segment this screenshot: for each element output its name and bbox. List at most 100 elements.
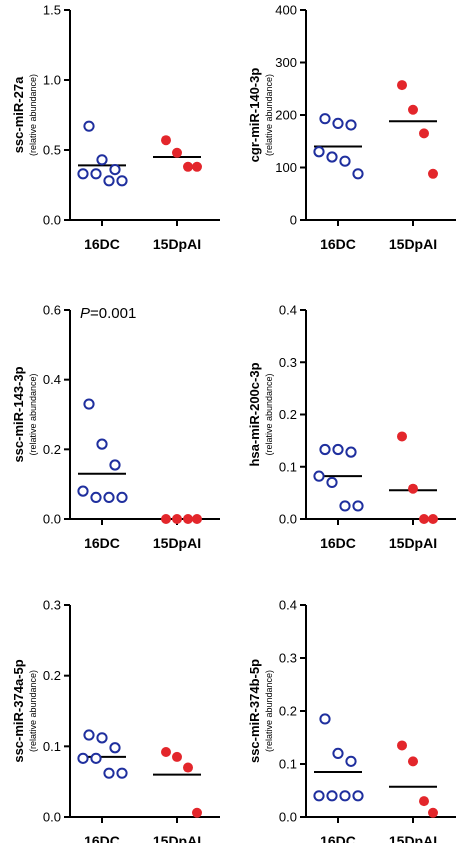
data-point-16DC (90, 491, 102, 504)
y-axis-subtitle: (relative abundance) (264, 74, 274, 156)
data-point-15DpAI (428, 168, 438, 179)
data-point-16DC (103, 175, 115, 187)
data-point-15DpAI (428, 807, 438, 818)
y-axis-subtitle: (relative abundance) (28, 373, 38, 455)
data-point-16DC (116, 491, 128, 504)
y-axis-subtitle: (relative abundance) (28, 670, 38, 752)
y-tick-label: 0.2 (279, 704, 297, 719)
data-point-15DpAI (397, 80, 407, 91)
data-point-16DC (332, 747, 344, 760)
data-point-15DpAI (161, 746, 171, 757)
chart-panel-6: 0.0 0.1 0.2 0.3 0.4 16DC 15DpAI ssc-miR-374b-5p… (247, 598, 456, 843)
data-point-15DpAI (408, 483, 418, 494)
y-tick-label: 400 (275, 3, 297, 18)
data-point-15DpAI (397, 740, 407, 751)
y-tick-label: 0.3 (43, 598, 61, 613)
p-value: =0.001 (90, 305, 136, 322)
y-tick-label: 0 (290, 213, 297, 228)
data-point-16DC (96, 732, 108, 744)
y-axis-title: ssc-miR-374b-5p (247, 659, 262, 763)
data-point-15DpAI (419, 514, 429, 524)
data-point-16DC (103, 767, 115, 779)
y-axis-title: ssc-miR-374a-5p (11, 659, 26, 762)
x-category-label: 16DC (320, 833, 356, 843)
data-point-15DpAI (161, 514, 171, 524)
data-point-15DpAI (183, 762, 193, 773)
data-point-15DpAI (172, 751, 182, 762)
data-point-16DC (326, 790, 338, 802)
y-axis-title: hsa-miR-200c-3p (247, 362, 262, 466)
data-point-16DC (90, 752, 102, 764)
x-category-label: 15DpAI (153, 535, 201, 551)
data-point-16DC (345, 119, 357, 131)
x-category-label: 15DpAI (389, 833, 437, 843)
y-tick-label: 0.5 (43, 143, 61, 158)
data-point-16DC (345, 446, 357, 458)
chart-panel-4: 0.0 0.1 0.2 0.3 0.4 16DC 15DpAI hsa-miR-200c-3p… (247, 303, 456, 551)
data-point-16DC (109, 459, 121, 471)
data-point-16DC (96, 154, 108, 166)
y-tick-label: 300 (275, 55, 297, 70)
data-point-16DC (109, 742, 121, 754)
data-point-15DpAI (183, 514, 193, 524)
y-tick-label: 0.0 (43, 810, 61, 825)
y-tick-label: 100 (275, 160, 297, 175)
data-point-16DC (339, 790, 351, 802)
y-tick-label: 0.2 (43, 442, 61, 457)
p-value-annotation: P=0.001 (80, 305, 136, 322)
y-tick-label: 0.4 (279, 303, 297, 318)
y-tick-label: 0.2 (279, 407, 297, 422)
data-point-16DC (77, 485, 89, 497)
data-point-16DC (116, 175, 128, 187)
y-axis-subtitle: (relative abundance) (28, 74, 38, 156)
data-point-15DpAI (183, 161, 193, 172)
data-point-16DC (313, 146, 325, 158)
x-category-label: 16DC (84, 833, 120, 843)
data-point-16DC (352, 500, 364, 512)
y-tick-label: 0.1 (279, 459, 297, 474)
y-tick-label: 1.5 (43, 3, 61, 18)
data-point-15DpAI (172, 514, 182, 524)
data-point-15DpAI (408, 104, 418, 115)
data-point-16DC (116, 767, 128, 779)
p-symbol: P (80, 305, 90, 322)
data-point-16DC (83, 398, 95, 410)
data-point-15DpAI (161, 135, 171, 146)
data-point-16DC (332, 117, 344, 130)
y-tick-label: 0.0 (43, 213, 61, 228)
data-point-16DC (319, 443, 331, 456)
y-tick-label: 0.0 (279, 512, 297, 527)
y-axis-subtitle: (relative abundance) (264, 373, 274, 455)
data-point-15DpAI (172, 147, 182, 158)
y-tick-label: 0.6 (43, 303, 61, 318)
chart-panel-1: 0.0 0.5 1.0 1.5 16DC 15DpAI ssc-miR-27a (relati… (11, 3, 220, 252)
x-category-label: 15DpAI (153, 833, 201, 843)
data-point-16DC (96, 438, 108, 450)
data-point-16DC (313, 790, 325, 802)
y-tick-label: 0.0 (279, 810, 297, 825)
y-tick-label: 0.0 (43, 512, 61, 527)
data-point-15DpAI (192, 514, 202, 524)
chart-panel-5: 0.0 0.1 0.2 0.3 16DC 15DpAI ssc-miR-374a-5p (re… (11, 598, 220, 843)
data-point-16DC (326, 151, 338, 163)
data-point-16DC (109, 164, 121, 176)
data-point-15DpAI (192, 161, 202, 172)
y-tick-label: 0.4 (279, 598, 297, 613)
y-tick-label: 0.1 (279, 757, 297, 772)
data-point-16DC (332, 443, 344, 456)
x-category-label: 15DpAI (389, 535, 437, 551)
data-point-16DC (326, 476, 338, 489)
data-point-15DpAI (192, 807, 202, 818)
data-point-16DC (339, 500, 351, 512)
data-point-15DpAI (428, 514, 438, 524)
data-point-16DC (83, 729, 95, 741)
y-tick-label: 0.2 (43, 668, 61, 683)
y-tick-label: 0.3 (279, 355, 297, 370)
x-category-label: 16DC (320, 236, 356, 252)
data-point-16DC (352, 790, 364, 802)
y-tick-label: 1.0 (43, 73, 61, 88)
y-axis-title: cgr-miR-140-3p (247, 68, 262, 163)
data-point-16DC (103, 491, 115, 504)
chart-panel-2: 0 100 200 300 400 16DC 15DpAI cgr-miR-140-3p (re… (247, 3, 456, 252)
